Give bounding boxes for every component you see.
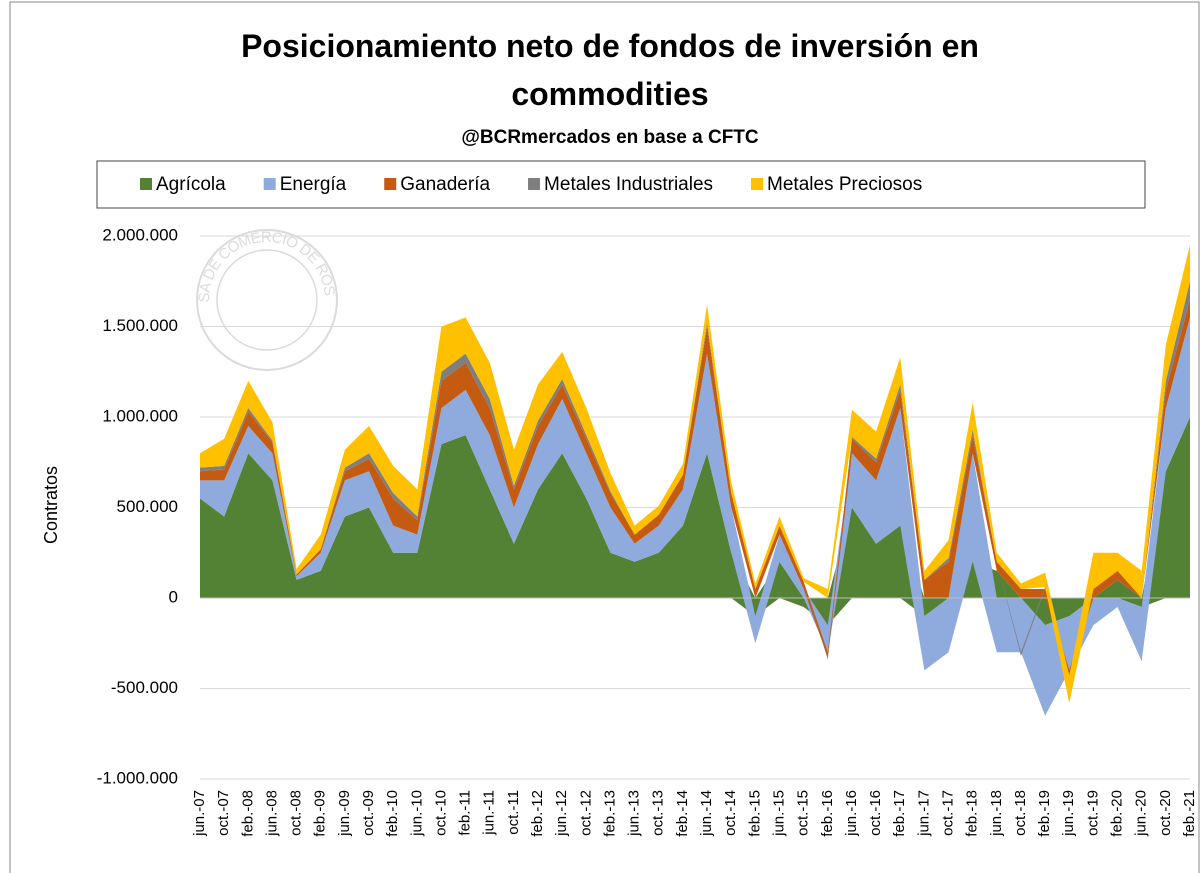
legend-label: Energía [280, 174, 347, 195]
x-tick-label: oct.-07 [215, 790, 232, 836]
y-tick-label: 0 [169, 587, 178, 606]
chart-subtitle: @BCRmercados en base a CFTC [461, 127, 759, 148]
x-tick-label: feb.-16 [819, 790, 836, 837]
x-tick-label: jun.-19 [1060, 790, 1077, 837]
x-tick-label: feb.-20 [1109, 790, 1126, 837]
y-tick-label: -500.000 [111, 678, 178, 697]
x-tick-label: jun.-20 [1133, 790, 1150, 837]
y-tick-label: 1.500.000 [102, 316, 178, 335]
x-tick-label: oct.-15 [795, 790, 812, 836]
x-tick-label: jun.-09 [336, 790, 353, 837]
x-tick-label: jun.-08 [263, 790, 280, 837]
title-line: commodities [511, 76, 708, 112]
x-tick-label: oct.-18 [1012, 790, 1029, 836]
x-tick-label: feb.-13 [601, 790, 618, 837]
x-tick-label: jun.-11 [481, 790, 498, 836]
area [200, 299, 1190, 675]
legend-swatch [140, 178, 152, 190]
x-tick-label: jun.-10 [408, 790, 425, 837]
x-tick-label: oct.-17 [940, 790, 957, 836]
legend-swatch [528, 178, 541, 190]
legend-swatch [263, 178, 276, 190]
x-tick-label: feb.-15 [746, 790, 763, 837]
x-tick-label: oct.-16 [867, 790, 884, 836]
legend-swatch [751, 178, 764, 190]
x-tick-label: jun.-16 [843, 790, 860, 837]
x-tick-label: oct.-10 [432, 790, 449, 836]
legend-label: Metales Industriales [544, 174, 713, 195]
y-tick-label: 2.000.000 [102, 225, 178, 244]
y-tick-label: 1.000.000 [102, 406, 178, 425]
x-tick-label: jun.-15 [770, 790, 787, 837]
x-tick-label: oct.-20 [1157, 790, 1174, 836]
x-tick-label: feb.-14 [674, 790, 691, 837]
chart-title: Posicionamiento neto de fondos de invers… [241, 28, 979, 112]
x-tick-label: oct.-14 [722, 790, 739, 836]
x-tick-label: oct.-09 [360, 790, 377, 836]
x-tick-label: feb.-19 [1036, 790, 1053, 837]
x-tick-label: jun.-14 [698, 790, 715, 837]
x-tick-label: jun.-07 [191, 790, 208, 837]
area [200, 317, 1190, 716]
title-line: Posicionamiento neto de fondos de invers… [241, 28, 979, 64]
area [200, 245, 1190, 703]
x-tick-label: feb.-08 [239, 790, 256, 837]
x-tick-label: oct.-11 [505, 790, 522, 835]
x-tick-label: feb.-21 [1181, 790, 1198, 837]
x-tick-label: jun.-13 [626, 790, 643, 837]
x-tick-label: feb.-18 [964, 790, 981, 837]
x-tick-label: oct.-08 [288, 790, 305, 836]
legend-label: Metales Preciosos [767, 174, 922, 195]
x-tick-label: feb.-10 [384, 790, 401, 837]
x-tick-label: jun.-18 [988, 790, 1005, 837]
x-tick-label: oct.-12 [577, 790, 594, 836]
x-tick-label: oct.-13 [650, 790, 667, 836]
y-tick-label: 500.000 [117, 497, 178, 516]
x-tick-label: feb.-17 [891, 790, 908, 837]
y-axis-label: Contratos [41, 466, 61, 544]
legend-label: Agrícola [156, 174, 226, 195]
x-tick-label: feb.-12 [529, 790, 546, 837]
legend-label: Ganadería [400, 174, 490, 195]
chart-border [9, 1, 1200, 873]
legend-swatch [384, 178, 397, 190]
area [200, 417, 1190, 626]
x-tick-label: oct.-19 [1084, 790, 1101, 836]
y-tick-label: -1.000.000 [97, 768, 178, 787]
x-tick-label: feb.-09 [312, 790, 329, 837]
x-tick-label: feb.-11 [457, 790, 474, 836]
x-tick-label: jun.-17 [915, 790, 932, 837]
x-tick-label: jun.-12 [553, 790, 570, 837]
